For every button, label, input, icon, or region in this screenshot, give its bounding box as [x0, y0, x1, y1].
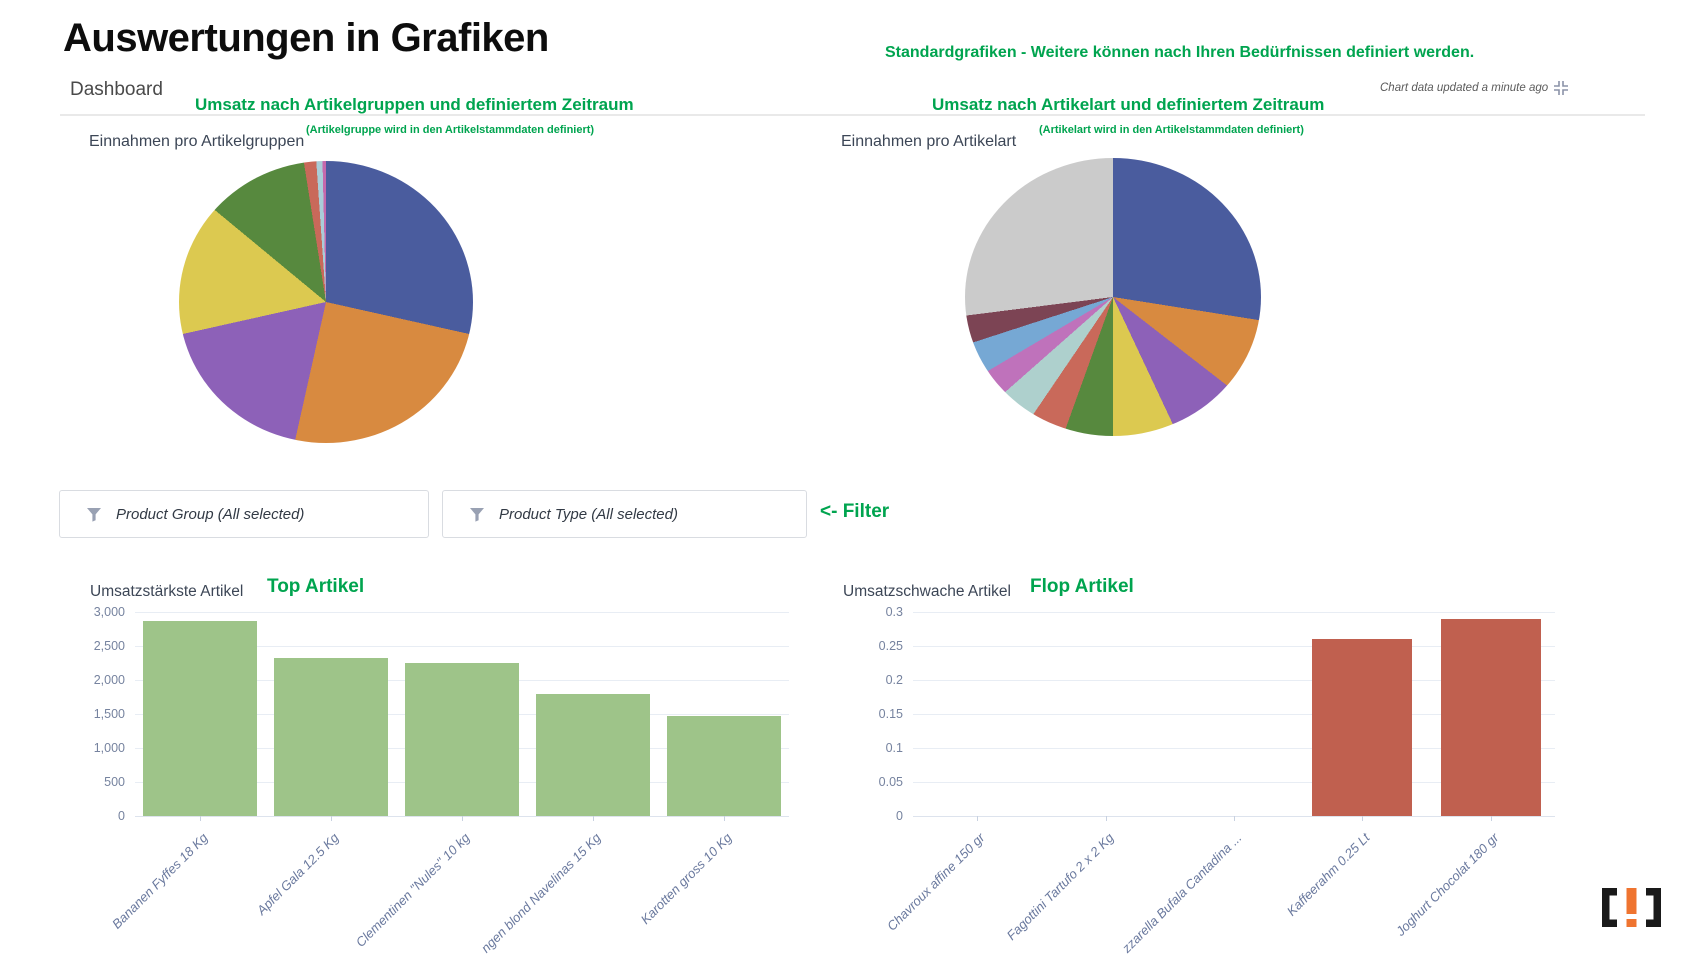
y-axis-tick-label: 500 — [104, 775, 125, 789]
bar-5[interactable] — [1440, 618, 1541, 816]
x-axis-category-label: Bananen Fyffes 18 Kg — [109, 830, 212, 932]
y-axis-tick-label: 0.3 — [885, 605, 903, 619]
logo-left-bracket — [1602, 888, 1617, 927]
y-axis-tick-label: 0.1 — [885, 740, 903, 755]
dashboard-label: Dashboard — [70, 79, 163, 100]
y-axis-tick-label: 2,500 — [93, 638, 125, 653]
page-title: Auswertungen in Grafiken — [63, 16, 549, 60]
x-axis-category-label: zzarella Bufala Cantadina ... — [1119, 830, 1245, 956]
y-axis-tick-label: 1,500 — [93, 707, 125, 721]
gridline — [913, 679, 1555, 681]
x-axis-tick — [1490, 816, 1492, 821]
y-axis-tick-label: 0.25 — [878, 638, 903, 653]
right-pie-heading: Umsatz nach Artikelart und definiertem Z… — [932, 95, 1325, 114]
x-axis-tick — [331, 816, 333, 821]
collapse-icon[interactable] — [1552, 79, 1570, 97]
x-axis-category-label: ngen blond Navelinas 15 Kg — [477, 830, 604, 956]
left-pie-note: (Artikelgruppe wird in den Artikelstammd… — [306, 124, 595, 136]
x-axis-tick — [200, 816, 202, 821]
filter-label: Product Type (All selected) — [499, 505, 678, 523]
bar-4[interactable] — [535, 694, 650, 816]
y-axis-tick-label: 0 — [118, 809, 125, 823]
x-axis-category-label: Karotten gross 10 Kg — [637, 830, 735, 927]
bar-2[interactable] — [274, 658, 389, 816]
y-axis-tick-label: 0.15 — [878, 707, 903, 721]
filter-label: Product Group (All selected) — [116, 505, 305, 523]
y-axis-tick-label: 0.2 — [885, 672, 903, 687]
x-axis-category-label: Chavroux affine 150 gr — [884, 830, 988, 934]
y-axis-tick-label: 1,000 — [93, 740, 125, 755]
gridline — [135, 645, 789, 647]
x-axis-category-label: Fagottini Tartufo 2 x 2 Kg — [1003, 830, 1117, 943]
right-pie-note: (Artikelart wird in den Artikelstammdate… — [1039, 124, 1304, 136]
top-chart-title: Umsatzstärkste Artikel — [90, 583, 244, 600]
pie-chart-artikelart[interactable] — [965, 158, 1261, 436]
chart-updated-note: Chart data updated a minute ago — [1380, 82, 1549, 94]
bar-1[interactable] — [143, 620, 258, 816]
bar-3[interactable] — [405, 663, 519, 816]
bar-chart-top-artikel: 3,000 2,500 2,000 1,500 1,000 500 0 Bananen Fyf… — [94, 605, 789, 956]
y-axis-tick-label: 0 — [896, 809, 903, 823]
x-axis-tick — [723, 816, 725, 821]
filter-pointer-annotation: <- Filter — [820, 501, 890, 522]
x-axis-tick — [1105, 816, 1107, 821]
funnel-icon — [87, 507, 101, 522]
logo-right-bracket — [1646, 888, 1661, 927]
funnel-icon — [470, 507, 484, 522]
x-axis-category-label: Kaffeerahm 0.25 Lt — [1284, 830, 1373, 919]
bar-4[interactable] — [1312, 639, 1413, 816]
product-type-filter[interactable]: Product Type (All selected) — [442, 490, 807, 538]
gridline — [913, 645, 1555, 647]
company-logo — [1600, 887, 1663, 933]
x-axis-tick — [1234, 816, 1235, 821]
standard-charts-note: Standardgrafiken - Weitere können nach I… — [885, 44, 1475, 61]
gridline — [913, 714, 1555, 715]
y-axis-tick-label: 2,000 — [93, 672, 125, 687]
gridline — [913, 612, 1555, 613]
x-axis-tick — [1362, 816, 1364, 821]
gridline — [135, 612, 789, 613]
gridline — [913, 747, 1555, 749]
logo-exclamation-bar — [1626, 888, 1637, 914]
right-pie-title: Einnahmen pro Artikelart — [841, 133, 1017, 150]
pie-chart-artikelgruppen[interactable] — [179, 161, 473, 443]
x-axis-tick — [977, 816, 979, 821]
gridline — [913, 782, 1555, 783]
header-divider — [60, 114, 1645, 116]
flop-artikel-annotation: Flop Artikel — [1030, 576, 1134, 597]
x-axis-tick — [462, 816, 463, 821]
bar-chart-flop-artikel: 0.3 0.25 0.2 0.15 0.1 0.05 0 Chavroux affine 15… — [879, 605, 1555, 956]
x-axis-category-label: Apfel Gala 12.5 Kg — [254, 830, 342, 918]
left-pie-title: Einnahmen pro Artikelgruppen — [89, 133, 305, 150]
y-axis-tick-label: 0.05 — [878, 775, 903, 789]
flop-chart-title: Umsatzschwache Artikel — [843, 583, 1011, 600]
product-group-filter[interactable]: Product Group (All selected) — [59, 490, 429, 538]
left-pie-heading: Umsatz nach Artikelgruppen und definiert… — [195, 95, 634, 114]
top-artikel-annotation: Top Artikel — [267, 576, 365, 597]
bar-5[interactable] — [666, 716, 781, 816]
x-axis-category-label: Clementinen "Nules" 10 kg — [352, 830, 473, 950]
y-axis-tick-label: 3,000 — [93, 605, 125, 619]
x-axis-tick — [592, 816, 594, 821]
logo-exclamation-dot — [1626, 919, 1637, 927]
x-axis-category-label: Joghurt Chocolat 180 gr — [1392, 830, 1502, 939]
